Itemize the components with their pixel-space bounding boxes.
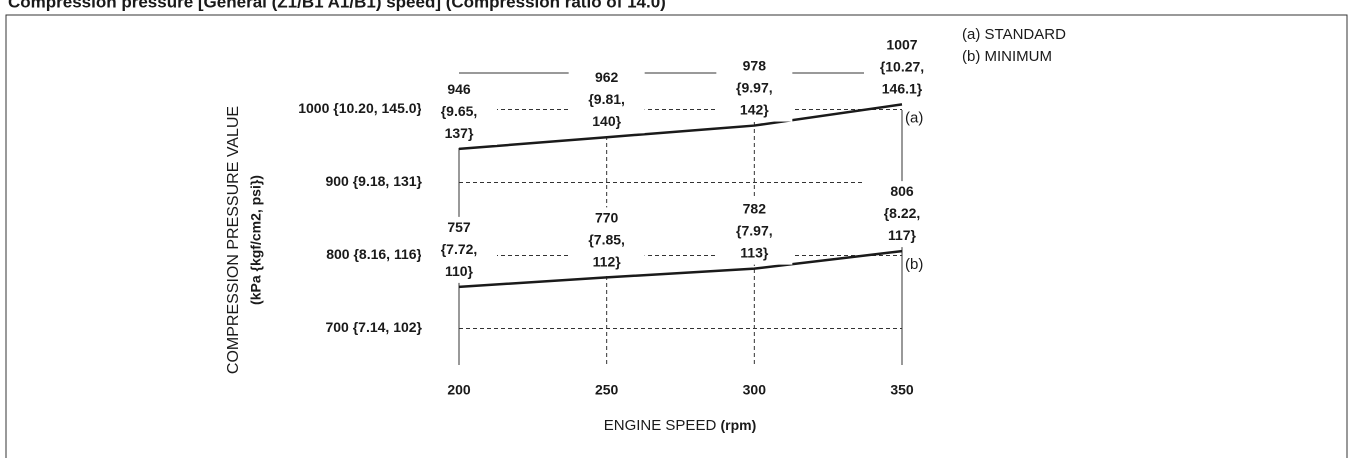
y-tick-label: 1000 {10.20, 145.0} (298, 100, 422, 116)
data-label-line: {9.97, (736, 79, 773, 95)
x-unit: (rpm) (720, 417, 756, 433)
chart-title: Compression pressure [General (Z1/B1 A1/… (8, 0, 666, 11)
data-label-line: 137} (445, 125, 474, 141)
data-label-line: {9.65, (441, 103, 478, 119)
label-bg (864, 181, 940, 248)
data-label-line: 142} (740, 101, 769, 117)
data-label: 757 {7.72, 110} (441, 219, 478, 279)
x-tick-label: 350 (890, 382, 914, 398)
legend-key: (b) (962, 48, 980, 65)
frame (5, 14, 1348, 458)
y-tick-label: 800 {8.16, 116} (326, 246, 422, 262)
legend-name: MINIMUM (985, 48, 1053, 65)
data-label-line: {7.85, (588, 231, 625, 247)
label-bg (864, 34, 940, 101)
data-label: 782 {7.97, 113} (736, 200, 773, 260)
data-label-line: 770 (595, 209, 619, 225)
x-axis-label: ENGINE SPEED (rpm) (604, 417, 756, 434)
data-label: 978 {9.97, 142} (736, 57, 773, 117)
legend-key: (a) (962, 26, 980, 43)
data-label: 946 {9.65, 137} (441, 81, 478, 141)
x-label: ENGINE SPEED (604, 417, 717, 434)
data-label-line: {9.81, (588, 91, 625, 107)
data-label-line: 112} (593, 253, 622, 269)
data-label-line: 140} (592, 113, 621, 129)
series-key: (b) (905, 256, 923, 273)
data-label-line: 110} (445, 263, 474, 279)
data-label-line: 946 (447, 81, 471, 97)
data-label-line: 962 (595, 69, 619, 85)
data-label-line: 117} (888, 227, 917, 243)
series-key: (a) (905, 109, 923, 126)
data-label-line: {7.97, (736, 222, 773, 238)
data-label: 1007 {10.27, 146.1} (880, 36, 924, 96)
x-tick-label: 200 (447, 382, 471, 398)
data-label-line: 806 (890, 183, 914, 199)
label-bg (568, 207, 645, 274)
label-bg (568, 67, 645, 134)
label-bg (421, 78, 497, 145)
data-label-line: 113} (740, 244, 769, 260)
label-bg (421, 216, 497, 283)
legend-entry: (b) MINIMUM (962, 48, 1052, 65)
legend-entry: (a) STANDARD (962, 26, 1066, 43)
y-axis-unit: (kPa {kgf/cm2, psi}) (248, 175, 264, 305)
label-bg (716, 198, 793, 265)
y-tick-label: 700 {7.14, 102} (325, 319, 422, 335)
x-tick-label: 250 (595, 382, 619, 398)
data-label-line: {10.27, (880, 58, 924, 74)
series-line (458, 103, 903, 151)
label-bg (716, 55, 793, 122)
data-label-line: 146.1} (882, 80, 923, 96)
data-label: 962 {9.81, 140} (588, 69, 625, 129)
series-line (458, 249, 903, 289)
data-label-line: {8.22, (884, 205, 921, 221)
legend-name: STANDARD (985, 26, 1067, 43)
y-tick-label: 900 {9.18, 131} (325, 173, 422, 189)
x-tick-label: 300 (743, 382, 767, 398)
data-label: 770 {7.85, 112} (588, 209, 625, 269)
data-label-line: 1007 (886, 36, 917, 52)
y-axis-label: COMPRESSION PRESSURE VALUE (225, 106, 242, 374)
data-label-line: 757 (447, 219, 471, 235)
data-label-line: 978 (743, 57, 767, 73)
data-label-line: 782 (743, 200, 767, 216)
data-label: 806 {8.22, 117} (884, 183, 921, 243)
data-label-line: {7.72, (441, 241, 478, 257)
